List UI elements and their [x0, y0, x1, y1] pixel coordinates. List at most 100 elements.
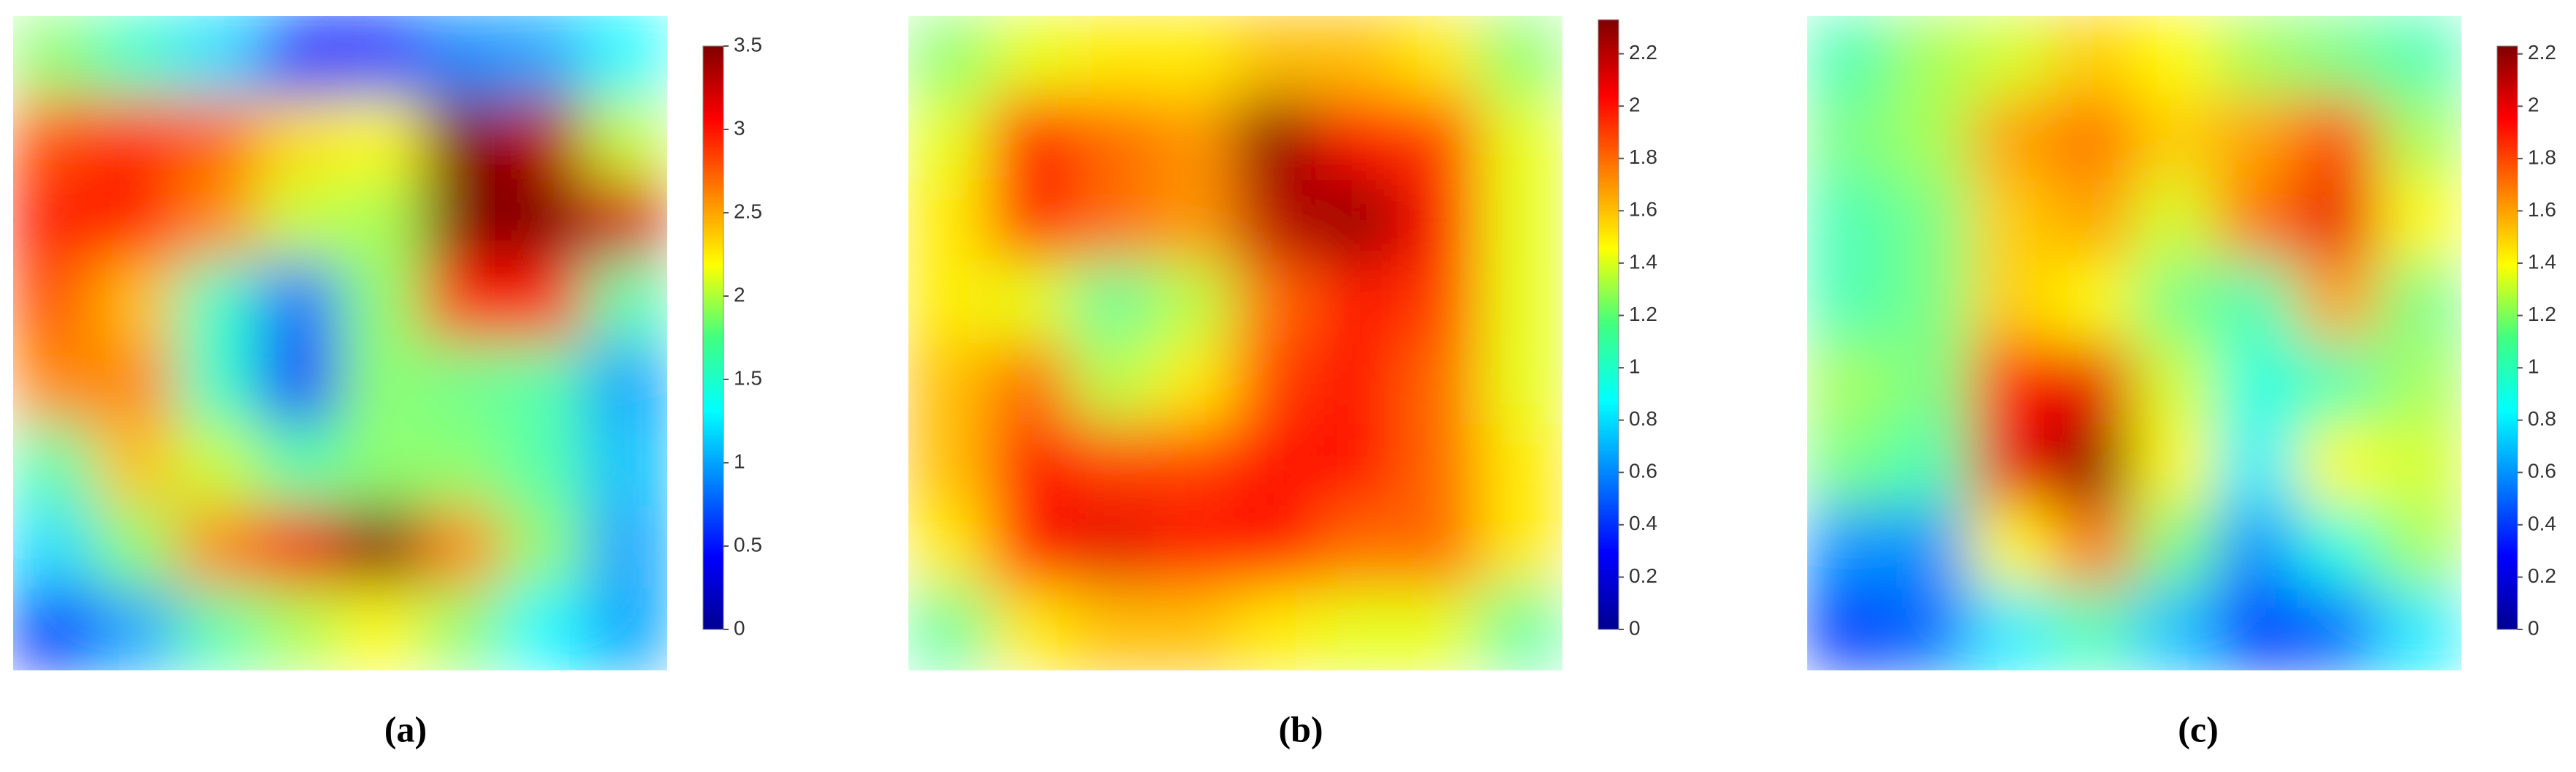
heatmap-cell: [908, 424, 991, 508]
colorbar-tick-label: 1: [734, 450, 745, 472]
heatmap-cell: [1316, 424, 1400, 508]
heatmap-cell: [2215, 260, 2299, 344]
colorbar-tick-label: 0: [2528, 616, 2539, 639]
heatmap-cell: [1398, 342, 1482, 426]
heatmap-cell: [1398, 506, 1482, 590]
heatmap-cell: [1316, 588, 1400, 670]
heatmap-cell: [1071, 424, 1155, 508]
heatmap-cell: [1071, 588, 1155, 670]
heatmap-cell: [2215, 588, 2299, 670]
heatmap-cell: [2051, 16, 2135, 99]
heatmap-cell: [421, 96, 505, 181]
heatmap-cell: [175, 588, 259, 670]
heatmap-cell: [1480, 16, 1562, 99]
heatmap-cell: [1152, 342, 1236, 426]
heatmap-cell: [421, 178, 505, 262]
heatmap-cell: [1398, 96, 1482, 181]
heatmap-cell: [2051, 178, 2135, 262]
heatmap-cell: [2297, 178, 2381, 262]
heatmap-cell: [1234, 342, 1318, 426]
heatmap-cell: [1807, 506, 1890, 590]
heatmap-cell: [1888, 260, 1972, 344]
heatmap-cell: [1316, 260, 1400, 344]
colorbar-tick-label: 3: [734, 116, 745, 139]
heatmap-cell: [1152, 588, 1236, 670]
colorbar-tick-label: 1.6: [2528, 198, 2556, 221]
heatmap-cell: [1152, 424, 1236, 508]
heatmap-cell: [94, 260, 178, 344]
colorbar-tick-label: 0.2: [2528, 564, 2556, 587]
heatmap-cell: [989, 178, 1073, 262]
heatmap-cell: [503, 424, 587, 508]
heatmap-cell: [421, 260, 505, 344]
heatmap-cell: [1071, 342, 1155, 426]
heatmap-cells: [1807, 16, 2461, 670]
colorbar-tick-label: 0.6: [2528, 460, 2556, 482]
heatmap-cell: [339, 588, 423, 670]
heatmap-cell: [1480, 260, 1562, 344]
heatmap-cell: [2297, 342, 2381, 426]
colorbar-tick-label: 0: [734, 616, 745, 639]
colorbar-tick-label: 2.2: [1629, 41, 1657, 64]
heatmap-cell: [2215, 96, 2299, 181]
heatmap-cell: [94, 588, 178, 670]
colorbar-tick-label: 3.5: [734, 33, 762, 56]
heatmap-cell: [1071, 96, 1155, 181]
heatmap-cell: [2051, 506, 2135, 590]
heatmap-cell: [13, 178, 96, 262]
heatmap-cell: [989, 16, 1073, 99]
heatmap-cell: [2379, 342, 2461, 426]
heatmap-cell: [1480, 588, 1562, 670]
heatmap-cell: [1888, 16, 1972, 99]
heatmap-cell: [1234, 16, 1318, 99]
heatmap-cell: [1480, 96, 1562, 181]
heatmap-cell: [2133, 16, 2217, 99]
colorbar-tick-label: 0.4: [2528, 512, 2556, 534]
heatmap-cell: [908, 16, 991, 99]
heatmap-cell: [257, 424, 341, 508]
heatmap-cell: [2379, 588, 2461, 670]
heatmap-cell: [175, 96, 259, 181]
heatmap-cell: [257, 178, 341, 262]
heatmap-cell: [1969, 506, 2053, 590]
heatmap-cell: [908, 260, 991, 344]
heatmap-cell: [94, 178, 178, 262]
heatmap-cell: [339, 342, 423, 426]
heatmap-cell: [1888, 424, 1972, 508]
heatmap-cell: [1969, 260, 2053, 344]
heatmap-cell: [2051, 424, 2135, 508]
colorbar-tick-label: 1.4: [1629, 250, 1657, 273]
heatmap-cell: [13, 424, 96, 508]
heatmap-cell: [1316, 506, 1400, 590]
heatmap-cell: [2133, 178, 2217, 262]
heatmap-cell: [585, 342, 667, 426]
colorbar-tick-label: 1.5: [734, 366, 762, 389]
heatmap-cell: [1234, 178, 1318, 262]
colorbar-tick-label: 2: [1629, 94, 1641, 116]
heatmap-cell: [1807, 16, 1890, 99]
heatmap-cell: [2297, 588, 2381, 670]
heatmap-cell: [503, 588, 587, 670]
heatmap-cell: [1234, 588, 1318, 670]
colorbar-tick-label: 0: [1629, 616, 1641, 639]
heatmap-cell: [1071, 16, 1155, 99]
heatmap-cell: [2133, 96, 2217, 181]
heatmap-cell: [1234, 260, 1318, 344]
heatmap-cell: [2051, 260, 2135, 344]
heatmap-cell: [2051, 588, 2135, 670]
heatmap-cell: [989, 506, 1073, 590]
heatmap-cell: [503, 342, 587, 426]
heatmap-cell: [1888, 506, 1972, 590]
heatmap-cell: [1152, 16, 1236, 99]
heatmap-cell: [94, 16, 178, 99]
colorbar-tick-label: 2.2: [2528, 41, 2556, 64]
heatmap-cell: [1969, 342, 2053, 426]
heatmap-cell: [1071, 178, 1155, 262]
heatmap-cell: [257, 16, 341, 99]
heatmap-cell: [2215, 16, 2299, 99]
colorbar: [702, 45, 724, 630]
heatmap-cell: [1152, 260, 1236, 344]
heatmap-cell: [339, 506, 423, 590]
heatmap-cell: [2133, 424, 2217, 508]
heatmap-cell: [257, 342, 341, 426]
